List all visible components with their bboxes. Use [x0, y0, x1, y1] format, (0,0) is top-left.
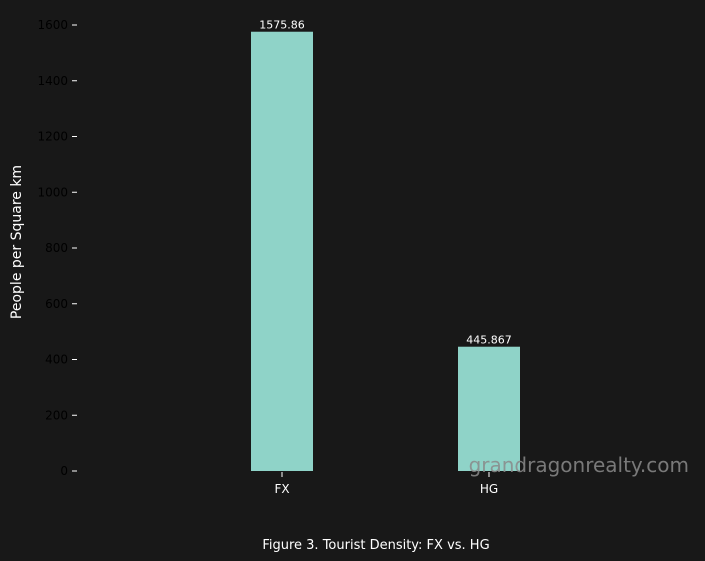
y-tick-label: 0 — [60, 464, 68, 478]
y-tick-label: 1600 — [37, 18, 68, 32]
y-axis-ticks: 0 200 400 600 800 1000 1200 1400 1600 — [37, 18, 77, 478]
y-tick-label: 1400 — [37, 74, 68, 88]
data-label: 1575.86 — [259, 19, 305, 32]
bar — [458, 346, 520, 471]
bar — [251, 31, 313, 471]
y-tick-label: 1200 — [37, 130, 68, 144]
figure-caption: Figure 3. Tourist Density: FX vs. HG — [262, 538, 489, 553]
y-tick-label: 1000 — [37, 185, 68, 199]
x-tick-label: FX — [274, 482, 289, 496]
y-axis-title: People per Square km — [9, 165, 25, 319]
x-tick-label: HG — [480, 482, 498, 496]
data-label: 445.867 — [466, 334, 512, 347]
watermark: grandragonrealty.com — [469, 453, 689, 477]
y-tick-label: 200 — [45, 408, 68, 422]
y-tick-label: 400 — [45, 353, 68, 367]
bars — [251, 31, 520, 471]
y-tick-label: 800 — [45, 241, 68, 255]
x-axis-ticks: FX HG — [274, 472, 498, 496]
data-labels: 1575.86 445.867 — [259, 19, 512, 347]
y-tick-label: 600 — [45, 297, 68, 311]
